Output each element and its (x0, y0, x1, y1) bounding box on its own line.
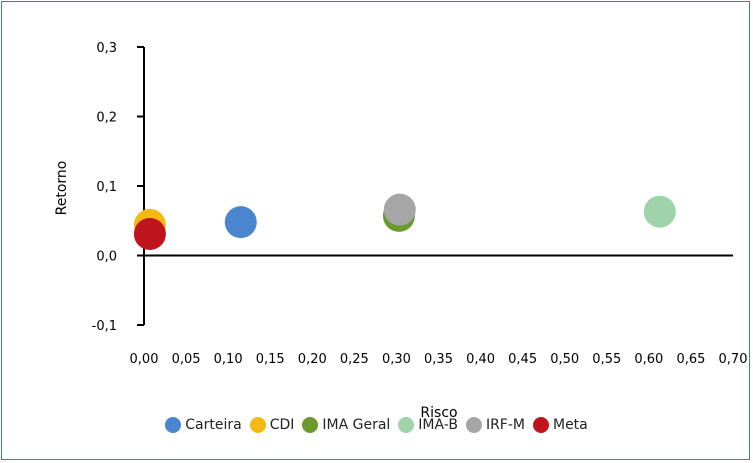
legend-swatch (165, 417, 182, 433)
legend-item: IMA Geral (302, 417, 390, 433)
y-tick-label: -0,1 (92, 319, 117, 334)
x-tick-label: 0,05 (172, 352, 201, 367)
x-tick-label: 0,50 (550, 352, 579, 367)
legend-label: IRF-M (485, 417, 525, 433)
legend-swatch (532, 417, 549, 433)
data-points (133, 193, 676, 250)
x-tick-label: 0,25 (340, 352, 369, 367)
x-tick-label: 0,20 (298, 352, 327, 367)
legend-item: IRF-M (465, 417, 525, 433)
x-tick-label: 0,55 (592, 352, 621, 367)
legend-label: Carteira (185, 417, 242, 433)
y-axis-title: Retorno (54, 161, 70, 216)
legend-item: Meta (532, 417, 588, 433)
x-tick-label: 0,15 (256, 352, 285, 367)
legend-item: IMA-B (398, 417, 458, 433)
legend-swatch (398, 417, 415, 433)
x-axis-title: Risco (420, 405, 457, 421)
legend-swatch (465, 417, 482, 433)
x-tick-label: 0,00 (130, 352, 159, 367)
x-tick-label: 0,65 (676, 352, 705, 367)
legend: Carteira CDI IMA Geral IMA-B IRF-M Meta (0, 417, 753, 433)
y-tick-label: 0,0 (96, 250, 117, 265)
data-point-irf-m (383, 193, 416, 226)
x-tick-label: 0,45 (508, 352, 537, 367)
data-point-meta (133, 217, 166, 250)
legend-item: Carteira (165, 417, 242, 433)
x-tick-label: 0,70 (719, 352, 748, 367)
legend-label: Meta (552, 417, 588, 433)
legend-label: CDI (269, 417, 295, 433)
x-tick-label: 0,10 (214, 352, 243, 367)
legend-label: IMA-B (418, 417, 458, 433)
x-tick-label: 0,30 (382, 352, 411, 367)
y-tick-label: 0,3 (96, 41, 117, 56)
y-tick-label: 0,1 (96, 180, 117, 195)
legend-label: IMA Geral (322, 417, 391, 433)
axes: -0,1 0,0 0,1 0,2 0,3 0,00 0,05 0,10 0,15 0,20 0,25… (92, 41, 748, 367)
legend-swatch (302, 417, 319, 433)
x-tick-label: 0,60 (634, 352, 663, 367)
x-tick-label: 0,40 (466, 352, 495, 367)
x-tick-label: 0,35 (424, 352, 453, 367)
data-point-ima-b (643, 195, 676, 228)
legend-item: CDI (249, 417, 295, 433)
y-tick-label: 0,2 (96, 111, 117, 126)
data-point-carteira (224, 206, 257, 239)
legend-swatch (249, 417, 266, 433)
